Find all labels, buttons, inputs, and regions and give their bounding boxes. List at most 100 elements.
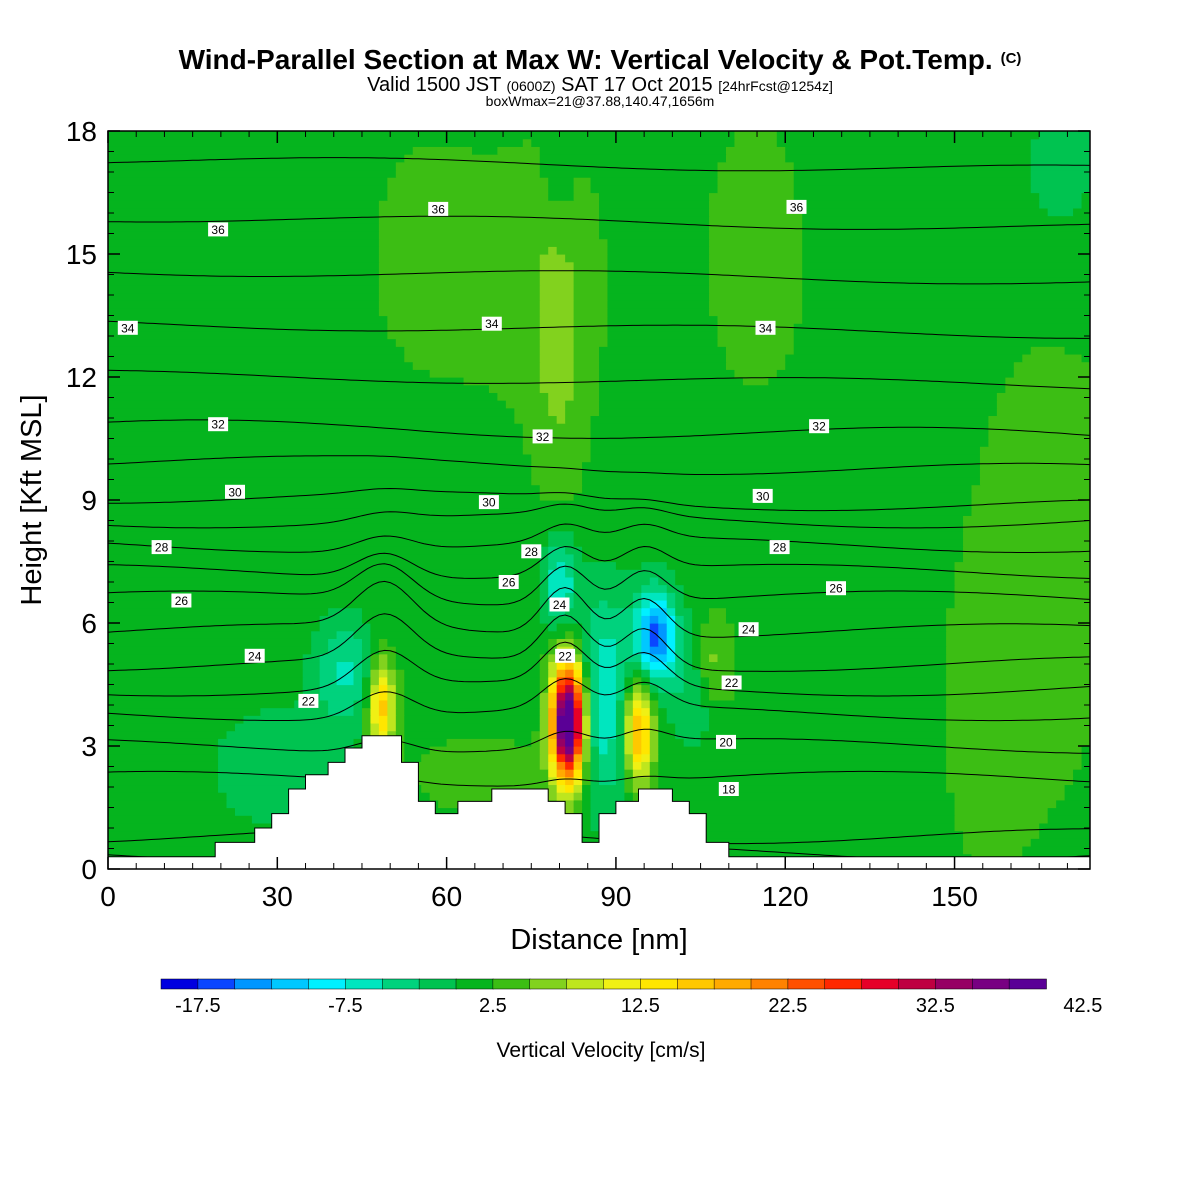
velocity-cell	[734, 623, 947, 632]
colorbar-label: 42.5	[1063, 995, 1102, 1017]
velocity-cell	[412, 361, 541, 370]
velocity-cell	[692, 607, 710, 616]
velocity-cell	[988, 423, 1090, 432]
velocity-cell	[404, 746, 431, 755]
velocity-cell	[108, 638, 312, 647]
velocity-cell	[404, 346, 541, 355]
velocity-cell	[954, 822, 1040, 832]
velocity-cell	[548, 738, 558, 747]
velocity-cell	[361, 699, 372, 709]
velocity-cell	[556, 738, 566, 747]
velocity-cell	[632, 646, 642, 655]
velocity-cell	[599, 661, 617, 670]
velocity-cell	[624, 746, 634, 755]
colorbar: -17.5 -7.5 2.5 12.5 22.5 32.5 42.5	[160, 978, 1102, 1017]
y-tick-label: 12	[66, 362, 97, 393]
velocity-cell	[556, 707, 566, 716]
velocity-cell	[632, 776, 651, 786]
velocity-cell	[573, 384, 600, 393]
velocity-cell	[565, 707, 575, 716]
velocity-cell	[632, 684, 642, 693]
velocity-cell	[683, 661, 693, 670]
velocity-cell	[1064, 784, 1090, 793]
velocity-cell	[573, 530, 964, 540]
velocity-cell	[666, 623, 676, 632]
velocity-cell	[590, 615, 634, 624]
velocity-cell	[641, 676, 651, 686]
velocity-cell	[108, 484, 541, 493]
velocity-cell	[319, 692, 363, 701]
velocity-cell	[717, 338, 795, 347]
velocity-cell	[954, 807, 1049, 816]
velocity-cell	[370, 653, 380, 663]
velocity-cell	[599, 192, 710, 201]
velocity-cell	[590, 438, 990, 447]
velocity-cell	[675, 615, 685, 624]
velocity-cell	[709, 307, 803, 317]
isentrope-label-text: 26	[175, 594, 189, 608]
velocity-cell	[539, 261, 575, 270]
x-tick-label: 30	[262, 881, 293, 912]
colorbar-swatch	[455, 978, 494, 990]
velocity-cell	[649, 623, 659, 632]
colorbar-label: 32.5	[916, 995, 955, 1017]
velocity-cell	[565, 400, 600, 409]
velocity-cell	[565, 753, 575, 762]
velocity-cell	[599, 407, 998, 417]
colorbar-swatch	[787, 978, 826, 990]
velocity-cell	[624, 715, 634, 724]
velocity-cell	[573, 638, 583, 647]
velocity-cell	[531, 453, 592, 463]
velocity-cell	[607, 254, 710, 263]
velocity-cell	[218, 738, 355, 747]
velocity-cell	[573, 277, 609, 286]
velocity-cell	[590, 630, 634, 639]
velocity-cell	[387, 692, 397, 701]
velocity-cell	[709, 238, 803, 247]
velocity-cell	[108, 338, 397, 347]
velocity-cell	[582, 761, 592, 770]
velocity-cell	[404, 730, 532, 739]
isentrope-label: 36	[786, 199, 807, 214]
velocity-cell	[108, 346, 405, 355]
velocity-cell	[615, 769, 625, 778]
velocity-cell	[590, 661, 600, 670]
velocity-cell	[108, 792, 228, 801]
velocity-cell	[632, 676, 642, 686]
velocity-cell	[404, 669, 541, 678]
velocity-cell	[108, 769, 219, 778]
isentrope-label-text: 22	[302, 694, 316, 708]
velocity-cell	[641, 746, 651, 755]
isentrope-line	[108, 770, 1090, 787]
velocity-cell	[573, 377, 600, 386]
velocity-cell	[1073, 769, 1090, 778]
velocity-cell	[573, 184, 592, 194]
velocity-cell	[599, 346, 727, 355]
isentrope-label-text: 28	[155, 541, 169, 555]
velocity-cell	[946, 753, 1083, 762]
velocity-cell	[582, 553, 964, 563]
velocity-cell	[1081, 753, 1090, 762]
velocity-cell	[649, 769, 659, 778]
velocity-cell	[793, 169, 1032, 178]
velocity-cell	[599, 653, 617, 663]
velocity-cell	[649, 692, 659, 701]
velocity-cell	[802, 215, 1090, 224]
velocity-cell	[404, 707, 541, 716]
velocity-cell	[497, 392, 549, 401]
velocity-cell	[108, 807, 236, 816]
isentrope-label-text: 22	[725, 676, 739, 690]
velocity-cell	[311, 646, 329, 655]
velocity-cell	[387, 330, 541, 340]
velocity-cell	[641, 730, 651, 739]
velocity-cell	[387, 653, 397, 663]
velocity-cell	[556, 776, 566, 786]
velocity-cell	[793, 192, 1040, 201]
velocity-cell	[954, 799, 1057, 809]
velocity-cell	[988, 415, 1090, 424]
velocity-cell	[378, 284, 541, 294]
velocity-cell	[395, 338, 541, 347]
velocity-cell	[353, 630, 372, 639]
velocity-cell	[599, 638, 617, 647]
colorbar-swatch	[566, 978, 605, 990]
